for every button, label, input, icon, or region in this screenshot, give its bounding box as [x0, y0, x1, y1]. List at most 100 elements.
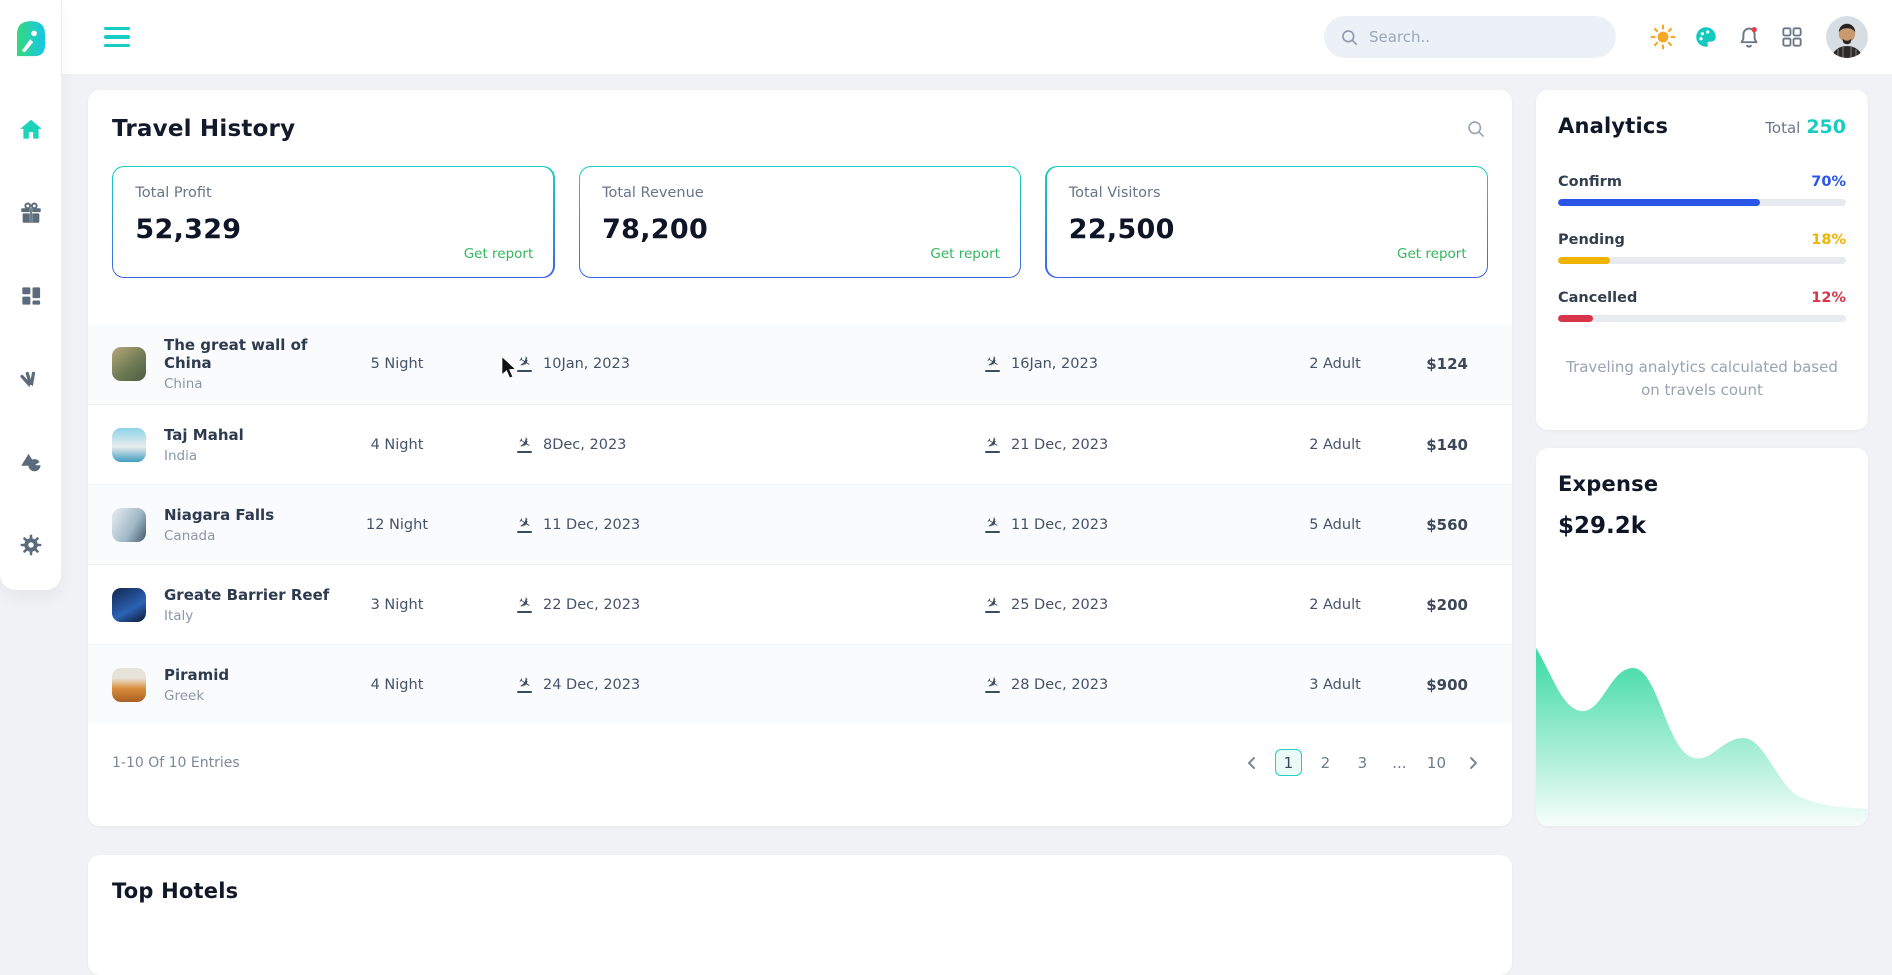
adults-cell: 2 Adult	[1309, 596, 1361, 613]
destination-country: Greek	[164, 687, 205, 704]
page-button[interactable]: 1	[1274, 749, 1302, 776]
destination-thumbnail	[112, 427, 146, 462]
flight-depart-icon: ✈	[514, 431, 535, 454]
flight-depart-icon: ✈	[514, 511, 535, 534]
bar-percent: 70%	[1811, 174, 1846, 190]
stat-cards: Total Profit 52,329 Get report Total Rev…	[112, 166, 1489, 278]
page-buttons: 1 2 3... 10	[1274, 749, 1450, 776]
destination-name: Taj Mahal	[164, 425, 244, 444]
bar-track	[1558, 257, 1846, 264]
stat-card-total-revenue: Total Revenue 78,200 Get report	[578, 166, 1022, 278]
sidebar-item-gifts[interactable]	[18, 200, 44, 226]
destination-cell: The great wall of China China	[112, 336, 332, 392]
sidebar-item-dashboard[interactable]	[18, 283, 44, 309]
arrive-date-cell: ✈ 21 Dec, 2023	[982, 431, 1109, 454]
analytics-bar-pending: Pending 18%	[1558, 232, 1846, 264]
stat-value: 52,329	[135, 214, 242, 246]
top-hotels-title: Top Hotels	[112, 879, 239, 903]
depart-date-cell: ✈ 11 Dec, 2023	[514, 511, 641, 534]
get-report-link[interactable]: Get report	[930, 245, 1000, 262]
search-input[interactable]	[1369, 28, 1589, 46]
adults-cell: 2 Adult	[1309, 356, 1361, 372]
stat-card-total-profit: Total Profit 52,329 Get report	[112, 166, 555, 278]
page-title: Travel History	[112, 116, 296, 142]
bar-fill	[1558, 199, 1760, 206]
arrive-date-cell: ✈ 16Jan, 2023	[982, 351, 1098, 374]
sidebar	[0, 0, 62, 590]
adults-cell: 5 Adult	[1309, 516, 1361, 533]
previous-page-button[interactable]	[1239, 750, 1265, 776]
destination-thumbnail	[112, 667, 146, 702]
page-button[interactable]: 2	[1320, 753, 1331, 772]
stat-card-total-visitors: Total Visitors 22,500 Get report	[1045, 166, 1489, 278]
price-cell: $124	[1426, 355, 1468, 373]
travel-history-card: Travel History Total Profit 52,329 Get r…	[88, 90, 1512, 826]
expense-area-chart	[1536, 648, 1868, 826]
nights-cell: 12 Night	[365, 516, 428, 533]
palette-icon[interactable]	[1693, 24, 1719, 50]
user-avatar[interactable]	[1826, 16, 1868, 58]
bar-percent: 12%	[1811, 290, 1846, 306]
stat-label: Total Profit	[135, 185, 212, 202]
table-search-icon[interactable]	[1466, 119, 1486, 139]
nights-cell: 5 Night	[370, 356, 424, 372]
table-row[interactable]: Niagara Falls Canada 12 Night ✈ 11 Dec, 2…	[88, 484, 1512, 564]
destination-name: Niagara Falls	[164, 505, 275, 524]
analytics-caption: Traveling analytics calculated based on …	[1566, 358, 1838, 400]
destination-thumbnail	[112, 507, 146, 542]
page-button[interactable]: 3	[1357, 753, 1368, 772]
search-icon	[1342, 29, 1358, 45]
apps-grid-icon[interactable]	[1779, 24, 1805, 50]
destination-name: Piramid	[164, 665, 230, 684]
sidebar-item-home[interactable]	[18, 117, 44, 143]
menu-toggle-button[interactable]	[104, 27, 130, 47]
analytics-bar-confirm: Confirm 70%	[1558, 174, 1846, 206]
flight-depart-icon: ✈	[514, 671, 535, 694]
price-cell: $200	[1426, 595, 1468, 614]
global-search[interactable]	[1324, 16, 1616, 58]
depart-date-cell: ✈ 8Dec, 2023	[514, 431, 627, 454]
destination-thumbnail	[112, 347, 146, 381]
sidebar-item-settings[interactable]	[18, 532, 44, 558]
destination-cell: Taj Mahal India	[112, 426, 332, 464]
stat-label: Total Revenue	[602, 185, 704, 202]
depart-date-cell: ✈ 24 Dec, 2023	[514, 671, 641, 694]
table-row[interactable]: Greate Barrier Reef Italy 3 Night ✈ 22 De…	[88, 564, 1512, 644]
price-cell: $900	[1426, 675, 1468, 694]
destination-name: The great wall of China	[164, 336, 308, 372]
flight-arrive-icon: ✈	[982, 351, 1003, 374]
topbar-actions	[1650, 16, 1868, 58]
bar-fill	[1558, 257, 1610, 264]
get-report-link[interactable]: Get report	[463, 245, 534, 262]
bar-track	[1558, 315, 1846, 322]
adults-cell: 2 Adult	[1309, 436, 1361, 453]
flight-depart-icon: ✈	[514, 591, 535, 614]
expense-card: Expense $29.2k	[1536, 448, 1868, 826]
destination-name: Greate Barrier Reef	[164, 585, 330, 604]
flight-arrive-icon: ✈	[982, 591, 1003, 614]
get-report-link[interactable]: Get report	[1397, 245, 1467, 262]
theme-sun-icon[interactable]	[1650, 24, 1676, 50]
bar-percent: 18%	[1811, 232, 1846, 248]
expense-value: $29.2k	[1558, 513, 1647, 539]
flight-arrive-icon: ✈	[982, 671, 1003, 694]
nights-cell: 4 Night	[370, 676, 424, 693]
app-logo-icon[interactable]	[10, 15, 52, 59]
stat-label: Total Visitors	[1068, 185, 1161, 202]
page-button[interactable]: 10	[1426, 753, 1446, 772]
analytics-bar-cancelled: Cancelled 12%	[1558, 290, 1846, 322]
table-row[interactable]: Taj Mahal India 4 Night ✈ 8Dec, 2023 ✈ 21 …	[88, 404, 1512, 484]
arrive-date-cell: ✈ 28 Dec, 2023	[982, 671, 1109, 694]
depart-date-cell: ✈ 22 Dec, 2023	[514, 591, 641, 614]
sidebar-item-swatches[interactable]	[18, 366, 44, 392]
bar-label: Pending	[1558, 232, 1625, 248]
table-row[interactable]: The great wall of China China 5 Night ✈ 1…	[88, 324, 1512, 404]
top-hotels-card: Top Hotels	[88, 855, 1512, 975]
sidebar-item-shapes[interactable]	[18, 449, 44, 475]
notifications-bell-icon[interactable]	[1736, 24, 1762, 50]
next-page-button[interactable]	[1460, 750, 1486, 776]
analytics-card: Analytics Total 250 Confirm 70% Pending 1…	[1536, 90, 1868, 430]
table-row[interactable]: Piramid Greek 4 Night ✈ 24 Dec, 2023 ✈ 28 …	[88, 644, 1512, 724]
nights-cell: 4 Night	[370, 436, 424, 453]
destination-cell: Piramid Greek	[112, 666, 332, 704]
